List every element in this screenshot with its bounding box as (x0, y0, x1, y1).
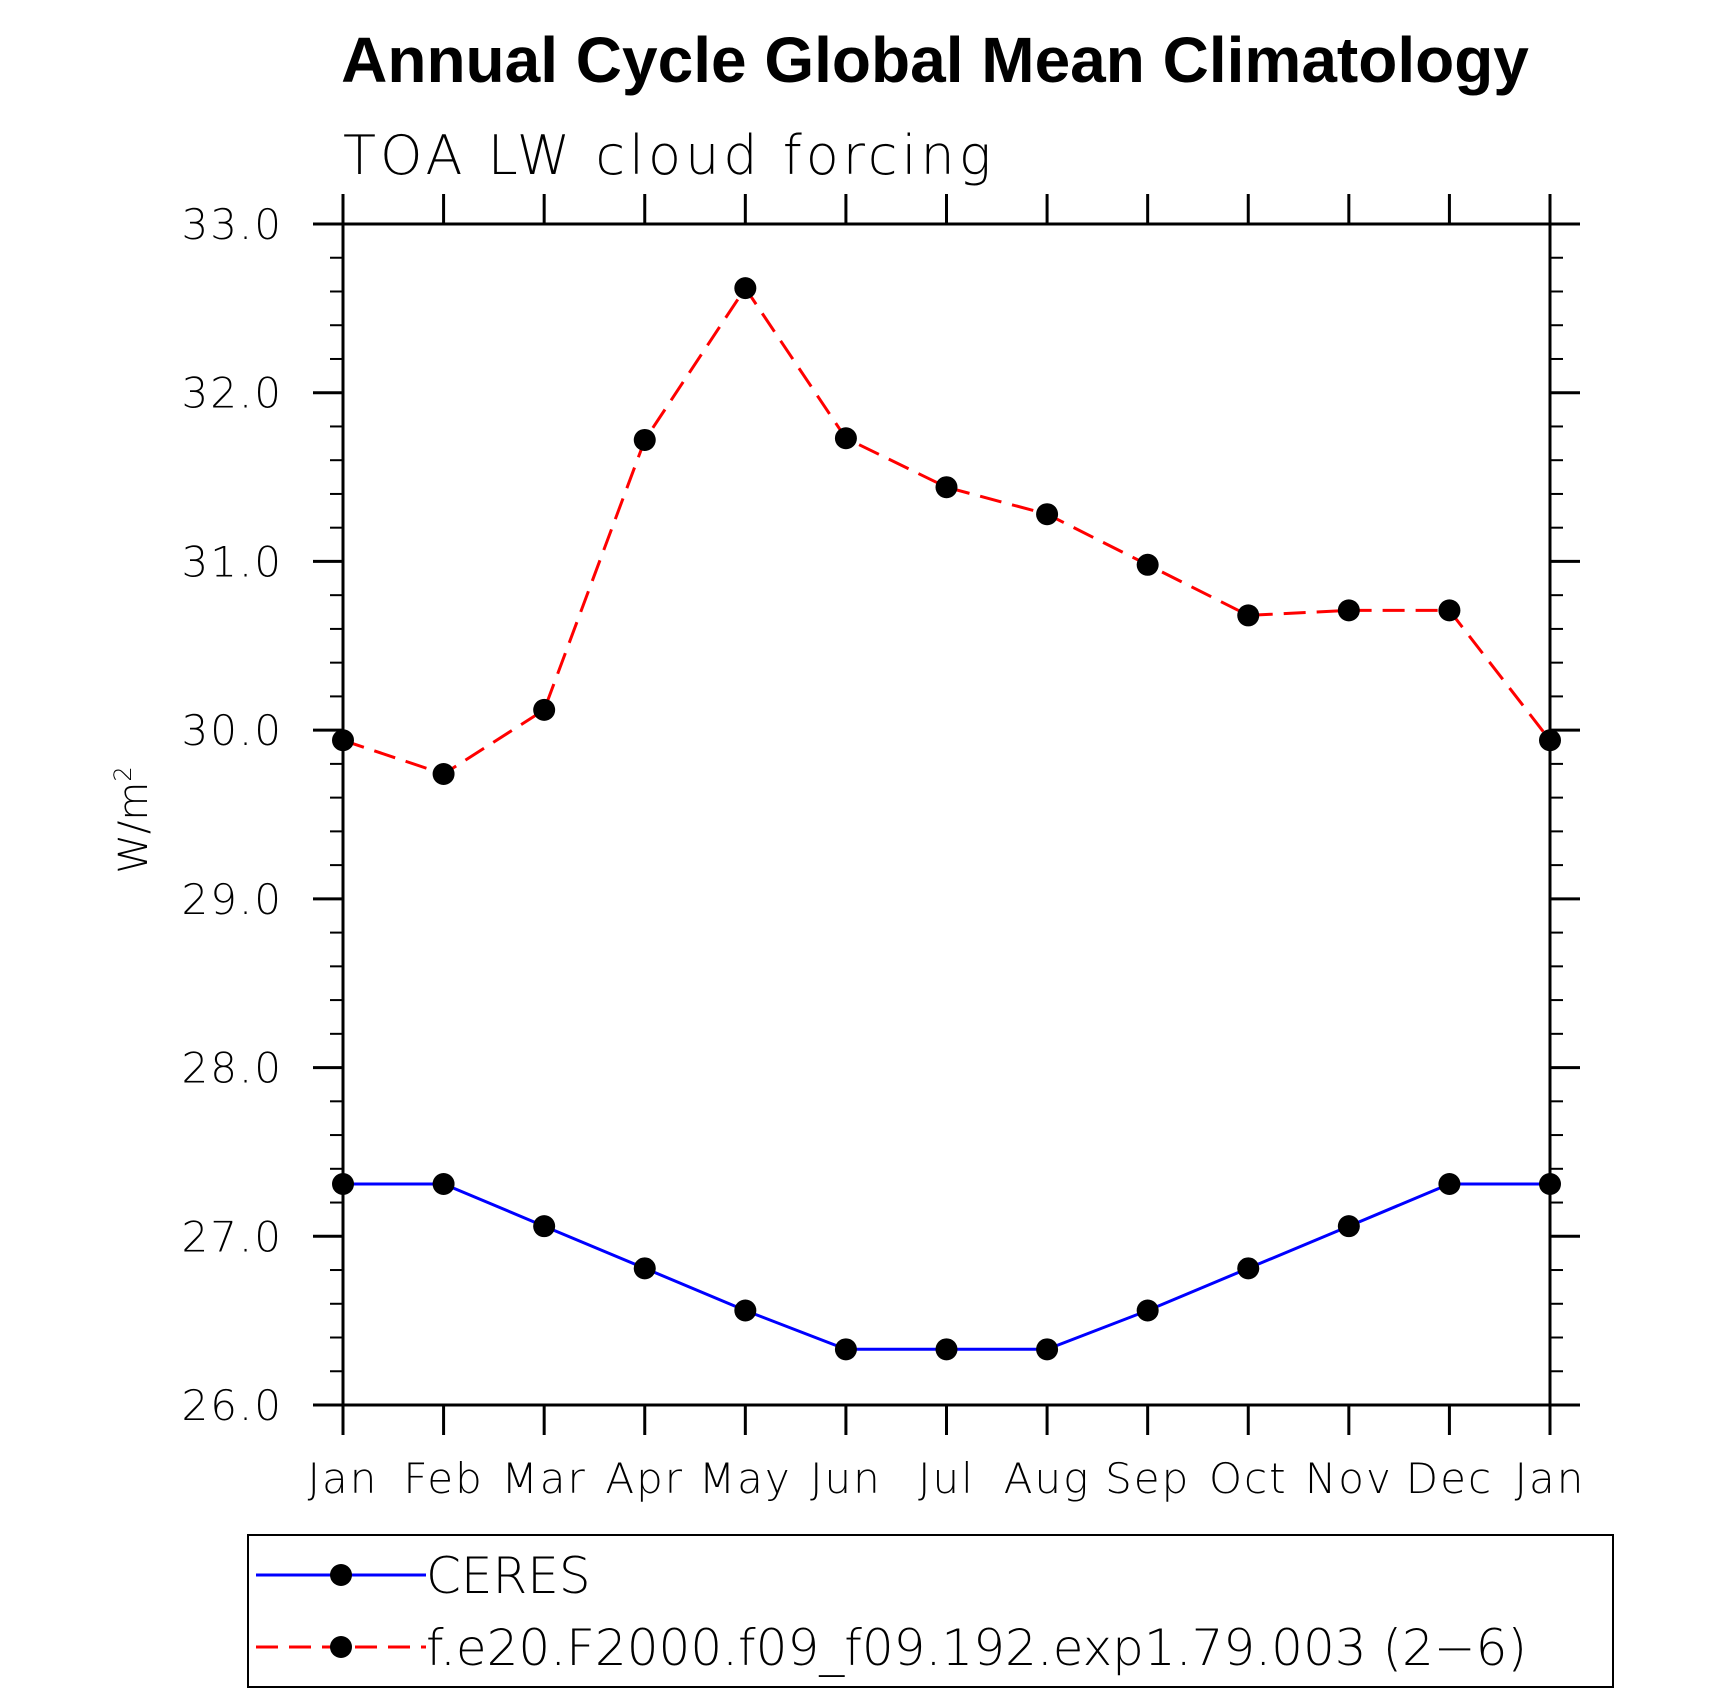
x-tick-label: Jun (810, 1454, 882, 1503)
series-1-point (1136, 1299, 1159, 1322)
series-2-point (935, 476, 958, 499)
y-tick-label: 31.0 (181, 537, 283, 586)
x-tick-label: Dec (1406, 1454, 1493, 1503)
legend-box (247, 1534, 1614, 1688)
legend-label-1: CERES (426, 1547, 591, 1605)
series-2-point (834, 427, 857, 450)
plot-area: 26.0 27.0 28.0 29.0 30.0 31.0 32.0 33.0 Jan Feb Ma… (181, 194, 1586, 1503)
x-tick-label: Feb (403, 1454, 483, 1503)
series-2-point (432, 763, 455, 786)
series-1-point (432, 1172, 455, 1195)
series-1-point (734, 1299, 757, 1322)
y-axis-label-superscript: 2 (109, 766, 137, 781)
series-1-point (834, 1338, 857, 1361)
series-line-2 (342, 285, 1552, 776)
y-tick-label: 28.0 (181, 1044, 283, 1093)
series-line-1 (343, 1182, 1550, 1351)
plot-frame (341, 222, 1552, 1407)
x-tick-label: Nov (1305, 1454, 1393, 1503)
legend-label-2: f.e20.F2000.f09_f09.192.exp1.79.003 (2−6… (426, 1619, 1527, 1677)
x-tick-label: Jan (1515, 1454, 1586, 1503)
series-1-point (1539, 1172, 1561, 1195)
y-tick-label: 26.0 (181, 1381, 283, 1430)
series-1-point (533, 1215, 556, 1238)
chart-title: Annual Cycle Global Mean Climatology (341, 24, 1529, 96)
x-tick-label: Oct (1209, 1454, 1288, 1503)
y-axis-label-text: W/m (111, 782, 157, 874)
y-tick-label: 27.0 (181, 1212, 283, 1261)
chart-subtitle: TOA LW cloud forcing (343, 124, 995, 187)
series-1-point (1237, 1257, 1260, 1280)
series-2-point (633, 428, 656, 451)
y-tick-label: 30.0 (181, 706, 283, 755)
x-tick-label: Aug (1004, 1454, 1091, 1503)
series-2-point (1136, 553, 1159, 576)
x-tick-label: Jul (918, 1454, 975, 1503)
legend: CERES f.e20.F2000.f09_f09.192.exp1.79.003… (247, 1534, 1614, 1688)
series-1-point (1036, 1338, 1059, 1361)
series-2-point (1237, 604, 1260, 627)
series-1-point (1337, 1215, 1360, 1238)
series-2-point (734, 277, 757, 300)
x-tick-label: May (699, 1454, 792, 1503)
x-tick-label: Sep (1105, 1454, 1190, 1503)
x-tick-label: Apr (605, 1454, 684, 1503)
series-2-point (1539, 729, 1561, 752)
series-2-point (1438, 599, 1461, 622)
svg-text:W/m2: W/m2 (109, 766, 157, 873)
series-2-point (533, 698, 556, 721)
x-tick-label: Jan (308, 1454, 379, 1503)
series-1-point (633, 1257, 656, 1280)
y-tick-label: 29.0 (181, 875, 283, 924)
series-2-point (1337, 599, 1360, 622)
y-tick-label: 33.0 (181, 200, 283, 249)
legend-marker-2 (330, 1636, 352, 1658)
legend-marker-1 (330, 1564, 352, 1586)
y-axis-label: W/m2 (109, 766, 157, 873)
series-1-point (1438, 1172, 1461, 1195)
series-1-point (935, 1338, 958, 1361)
series-1-point (332, 1172, 354, 1195)
series-2-point (332, 729, 354, 752)
x-tick-label: Mar (502, 1454, 587, 1503)
series-2-point (1036, 503, 1059, 526)
y-tick-label: 32.0 (181, 369, 283, 418)
